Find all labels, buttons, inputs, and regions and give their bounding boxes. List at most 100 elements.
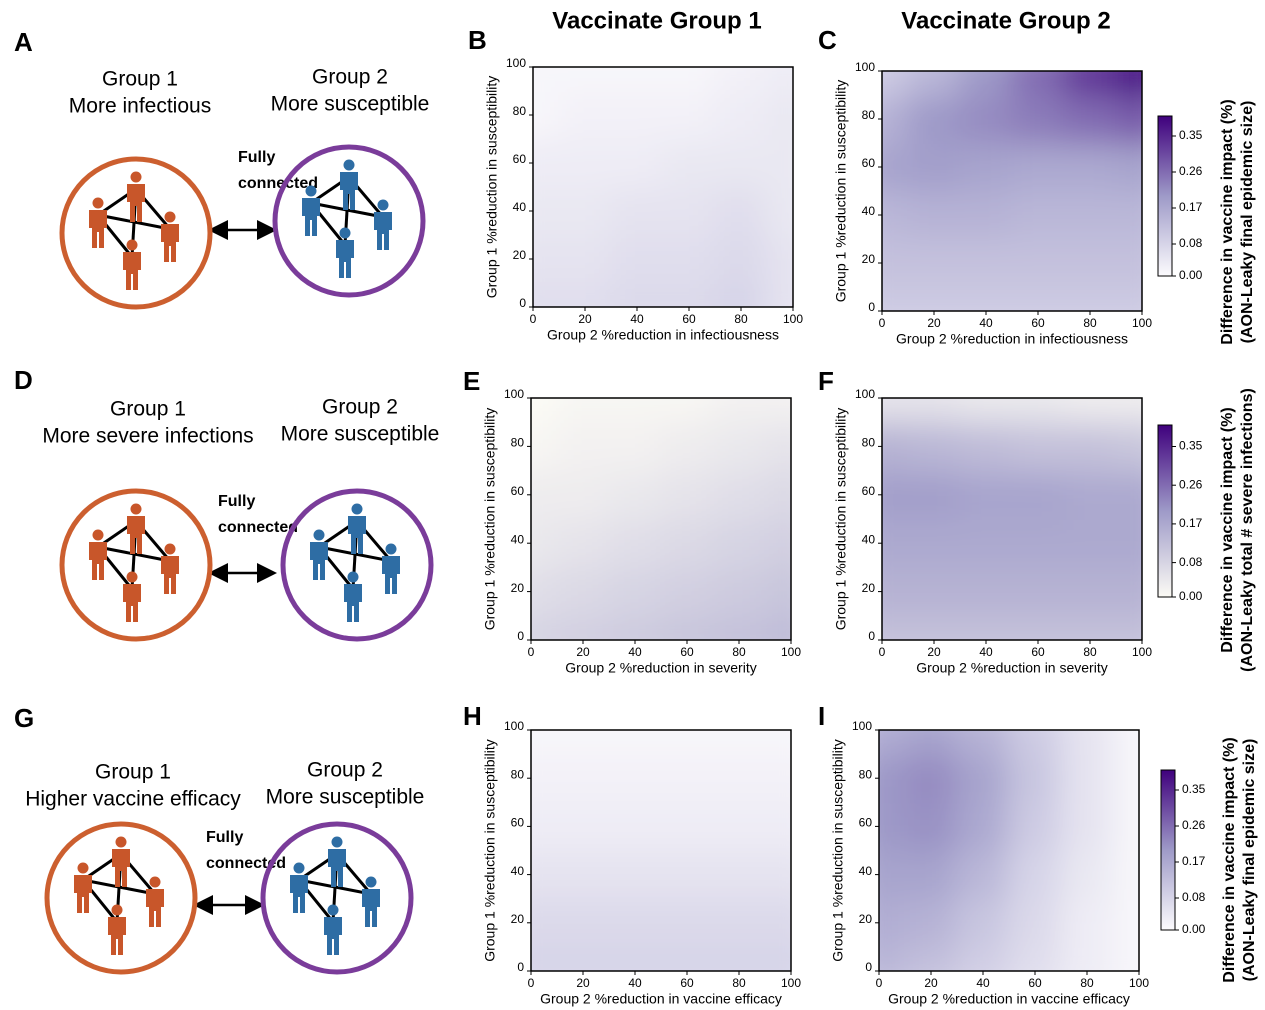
person-body	[74, 875, 92, 913]
x-tick-label: 20	[576, 645, 590, 659]
y-tick-label: 100	[504, 387, 524, 401]
contour-cell	[907, 286, 961, 311]
y-tick-label: 40	[859, 864, 873, 878]
person-body	[336, 240, 354, 278]
contour-cell	[531, 897, 558, 948]
contour-cell	[879, 753, 906, 804]
contour-field	[531, 398, 791, 640]
contour-cell	[662, 67, 716, 92]
contour-cell	[662, 282, 716, 307]
contour-cell	[1112, 730, 1139, 756]
y-tick-label: 20	[513, 248, 527, 262]
x-tick-label: 60	[680, 976, 694, 990]
colorbar	[1160, 769, 1176, 931]
contour-cell	[907, 398, 961, 424]
group-label: Higher vaccine efficacy	[25, 788, 241, 811]
x-tick-label: 40	[628, 645, 642, 659]
contour-cell	[1063, 566, 1117, 617]
colorbar-tick-label: 0.08	[1179, 555, 1203, 569]
contour-cell	[531, 421, 558, 472]
contour-cell	[533, 186, 560, 236]
contour-cell	[766, 186, 793, 236]
x-tick-label: 0	[528, 645, 535, 659]
contour-cell	[714, 90, 768, 140]
contour-cell	[907, 421, 961, 472]
y-axis-label: Group 1 %reduction in susceptibility	[482, 739, 498, 962]
contour-field	[879, 730, 1139, 971]
group-node	[280, 488, 434, 642]
contour-cell	[712, 753, 766, 804]
colorbar-tick-label: 0.35	[1179, 128, 1203, 142]
contour-cell	[956, 753, 1010, 804]
contour-cell	[660, 614, 714, 640]
contour-cell	[764, 469, 791, 520]
contour-cell	[608, 849, 662, 900]
contour-cell	[764, 566, 791, 617]
x-tick-label: 80	[1080, 976, 1094, 990]
contour-cell	[904, 849, 958, 900]
x-tick-label: 0	[876, 976, 883, 990]
contour-cell	[712, 945, 766, 971]
contour-cell	[712, 398, 766, 424]
contour-cell	[764, 614, 791, 640]
contour-field	[533, 67, 793, 307]
contour-cell	[764, 945, 791, 971]
contour-cell	[1112, 945, 1139, 971]
colorbar-tick-label: 0.17	[1179, 516, 1203, 530]
contour-cell	[533, 282, 560, 307]
contour-cell	[660, 897, 714, 948]
group-label: More severe infections	[42, 425, 253, 448]
x-tick-label: 60	[1028, 976, 1042, 990]
contour-area	[882, 398, 1142, 640]
contour-cell	[608, 753, 662, 804]
contour-cell	[959, 286, 1013, 311]
contour-cell	[531, 566, 558, 617]
y-tick-label: 100	[852, 719, 872, 733]
contour-cell	[959, 238, 1013, 288]
plot-frame	[878, 729, 1140, 972]
contour-cell	[882, 614, 909, 640]
y-axis-label: Group 1 %reduction in susceptibility	[482, 408, 498, 631]
panel-letter: G	[14, 703, 34, 733]
colorbar-label: (AON-Leaky final epidemic size)	[1241, 739, 1258, 982]
contour-cell	[882, 190, 909, 240]
contour-cell	[959, 566, 1013, 617]
contour-cell	[956, 801, 1010, 852]
y-tick-label: 80	[862, 108, 876, 122]
contour-cell	[956, 730, 1010, 756]
contour-cell	[882, 398, 909, 424]
link-label: Fully	[218, 493, 255, 510]
x-axis-label: Group 2 %reduction in vaccine efficacy	[540, 991, 782, 1007]
panel-letter: D	[14, 365, 33, 395]
x-tick-label: 20	[927, 316, 941, 330]
y-tick-label: 0	[519, 296, 526, 310]
contour-cell	[556, 566, 610, 617]
colorbar-tick-label: 0.00	[1179, 589, 1203, 603]
contour-cell	[660, 421, 714, 472]
y-tick-label: 80	[511, 767, 525, 781]
y-tick-label: 60	[511, 816, 525, 830]
contour-area	[533, 67, 793, 307]
person-body	[290, 875, 308, 913]
contour-cell	[1008, 849, 1062, 900]
contour-cell	[904, 730, 958, 756]
contour-cell	[558, 138, 612, 188]
contour-cell	[608, 398, 662, 424]
colorbar-tick-label: 0.08	[1182, 890, 1206, 904]
colorbar-tick-label: 0.00	[1182, 922, 1206, 936]
contour-cell	[660, 518, 714, 569]
x-axis-label: Group 2 %reduction in infectiousness	[896, 331, 1128, 347]
contour-cell	[531, 945, 558, 971]
contour-area	[879, 730, 1139, 971]
contour-cell	[1063, 286, 1117, 311]
x-tick-label: 60	[680, 645, 694, 659]
group-circle	[59, 156, 213, 310]
person-body	[362, 889, 380, 927]
contour-cell	[531, 614, 558, 640]
contour-cell	[533, 90, 560, 140]
contour-cell	[904, 753, 958, 804]
column-title: Vaccinate Group 1	[552, 7, 761, 34]
panel-letter: H	[463, 701, 482, 731]
contour-cell	[1112, 753, 1139, 804]
person-head	[92, 529, 104, 541]
